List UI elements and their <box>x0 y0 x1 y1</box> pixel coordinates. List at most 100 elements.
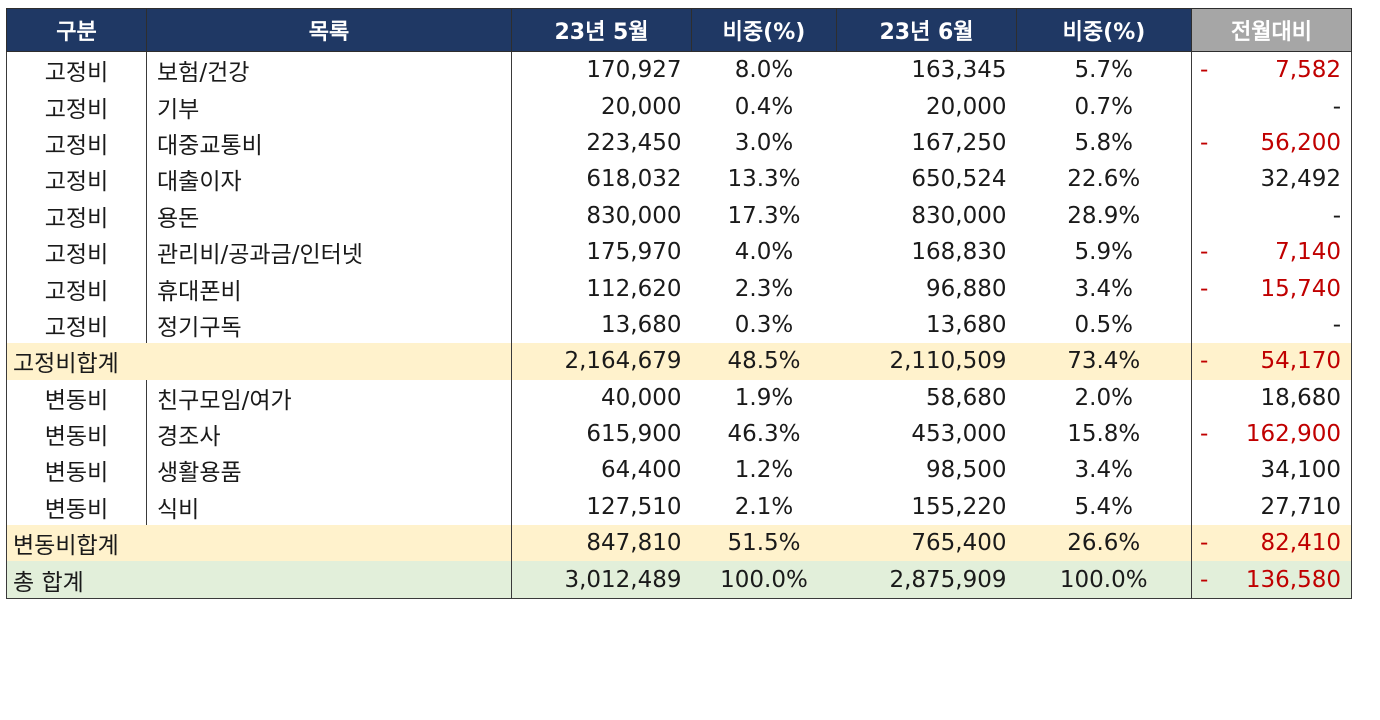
may-share-cell[interactable]: 0.3% <box>734 311 794 338</box>
may-share-cell[interactable]: 1.2% <box>734 457 794 484</box>
jun-share-cell[interactable]: 28.9% <box>1067 202 1141 229</box>
may-amount-cell[interactable]: 127,510 <box>511 488 692 526</box>
category-cell[interactable]: 고정비 <box>6 270 147 307</box>
header-item[interactable]: 목록 <box>146 8 512 52</box>
total-item-cell[interactable] <box>146 343 512 380</box>
diff-cell[interactable]: - <box>1191 197 1352 234</box>
jun-share-cell[interactable]: 100.0% <box>1016 561 1192 599</box>
diff-cell[interactable]: - 82,410 <box>1191 525 1352 562</box>
may-share-cell[interactable]: 51.5% <box>691 525 837 562</box>
may-amount-cell[interactable]: 13,680 <box>511 306 692 344</box>
jun-share-cell[interactable]: 0.5% <box>1074 311 1133 338</box>
may-amount-cell[interactable]: 40,000 <box>511 379 692 416</box>
diff-cell[interactable]: 27,710 <box>1191 488 1352 526</box>
category-cell[interactable]: 고정비 <box>6 161 147 198</box>
may-share-cell[interactable]: 13.3% <box>727 166 801 193</box>
category-cell[interactable]: 변동비 <box>6 488 147 526</box>
jun-share-cell[interactable]: 3.4% <box>1074 275 1133 302</box>
header-jun[interactable]: 23년 6월 <box>836 8 1017 52</box>
item-cell[interactable]: 생활용품 <box>146 452 512 489</box>
may-share-cell[interactable]: 3.0% <box>734 129 794 156</box>
diff-cell[interactable]: - 56,200 <box>1191 124 1352 162</box>
may-amount-cell[interactable]: 3,012,489 <box>511 561 692 599</box>
may-share-cell[interactable]: 100.0% <box>691 561 837 599</box>
diff-cell[interactable]: - 7,140 <box>1191 233 1352 271</box>
diff-cell[interactable]: - 54,170 <box>1191 343 1352 380</box>
may-amount-cell[interactable]: 112,620 <box>511 270 692 307</box>
may-share-cell[interactable]: 2.3% <box>734 275 794 302</box>
item-cell[interactable]: 친구모임/여가 <box>146 379 512 416</box>
item-cell[interactable]: 경조사 <box>146 415 512 453</box>
jun-amount-cell[interactable]: 155,220 <box>911 493 1007 520</box>
jun-amount-cell[interactable]: 650,524 <box>911 166 1007 193</box>
jun-share-cell[interactable]: 0.7% <box>1074 93 1133 120</box>
diff-cell[interactable]: - 7,582 <box>1191 51 1352 89</box>
jun-amount-cell[interactable]: 167,250 <box>911 129 1007 156</box>
may-share-cell[interactable]: 1.9% <box>734 384 794 411</box>
jun-amount-cell[interactable]: 98,500 <box>926 457 1007 484</box>
may-amount-cell[interactable]: 830,000 <box>511 197 692 234</box>
diff-cell[interactable]: 18,680 <box>1191 379 1352 416</box>
jun-share-cell[interactable]: 2.0% <box>1074 384 1133 411</box>
may-share-cell[interactable]: 17.3% <box>727 202 801 229</box>
may-share-cell[interactable]: 4.0% <box>734 239 794 266</box>
item-cell[interactable]: 보험/건강 <box>146 51 512 89</box>
jun-amount-cell[interactable]: 2,110,509 <box>836 343 1017 380</box>
diff-cell[interactable]: - <box>1191 88 1352 125</box>
category-cell[interactable]: 변동비 <box>6 379 147 416</box>
item-cell[interactable]: 용돈 <box>146 197 512 234</box>
header-may[interactable]: 23년 5월 <box>511 8 692 52</box>
diff-cell[interactable]: - <box>1191 306 1352 344</box>
jun-share-cell[interactable]: 22.6% <box>1067 166 1141 193</box>
jun-amount-cell[interactable]: 453,000 <box>911 421 1007 448</box>
jun-amount-cell[interactable]: 96,880 <box>926 275 1007 302</box>
may-amount-cell[interactable]: 615,900 <box>511 415 692 453</box>
may-amount-cell[interactable]: 175,970 <box>511 233 692 271</box>
item-cell[interactable]: 대출이자 <box>146 161 512 198</box>
diff-cell[interactable]: 32,492 <box>1191 161 1352 198</box>
may-amount-cell[interactable]: 20,000 <box>511 88 692 125</box>
jun-amount-cell[interactable]: 168,830 <box>911 239 1007 266</box>
jun-amount-cell[interactable]: 13,680 <box>926 311 1007 338</box>
may-amount-cell[interactable]: 847,810 <box>511 525 692 562</box>
diff-cell[interactable]: - 162,900 <box>1191 415 1352 453</box>
may-share-cell[interactable]: 0.4% <box>734 93 794 120</box>
header-diff[interactable]: 전월대비 <box>1191 8 1352 52</box>
jun-amount-cell[interactable]: 163,345 <box>911 57 1007 84</box>
category-cell[interactable]: 변동비 <box>6 452 147 489</box>
jun-share-cell[interactable]: 5.4% <box>1074 493 1133 520</box>
may-amount-cell[interactable]: 64,400 <box>511 452 692 489</box>
item-cell[interactable]: 휴대폰비 <box>146 270 512 307</box>
may-share-cell[interactable]: 48.5% <box>691 343 837 380</box>
may-amount-cell[interactable]: 2,164,679 <box>511 343 692 380</box>
jun-share-cell[interactable]: 15.8% <box>1067 421 1141 448</box>
total-label-cell[interactable]: 고정비합계 <box>6 343 147 380</box>
category-cell[interactable]: 고정비 <box>6 124 147 162</box>
total-item-cell[interactable] <box>146 561 512 599</box>
may-amount-cell[interactable]: 618,032 <box>511 161 692 198</box>
header-may-pct[interactable]: 비중(%) <box>691 8 837 52</box>
category-cell[interactable]: 고정비 <box>6 306 147 344</box>
jun-share-cell[interactable]: 26.6% <box>1016 525 1192 562</box>
jun-share-cell[interactable]: 5.7% <box>1074 57 1133 84</box>
jun-amount-cell[interactable]: 2,875,909 <box>836 561 1017 599</box>
total-label-cell[interactable]: 총 합계 <box>6 561 147 599</box>
item-cell[interactable]: 기부 <box>146 88 512 125</box>
may-amount-cell[interactable]: 170,927 <box>511 51 692 89</box>
jun-amount-cell[interactable]: 58,680 <box>926 384 1007 411</box>
category-cell[interactable]: 고정비 <box>6 197 147 234</box>
jun-share-cell[interactable]: 3.4% <box>1074 457 1133 484</box>
jun-amount-cell[interactable]: 765,400 <box>836 525 1017 562</box>
header-category[interactable]: 구분 <box>6 8 147 52</box>
item-cell[interactable]: 대중교통비 <box>146 124 512 162</box>
category-cell[interactable]: 고정비 <box>6 233 147 271</box>
category-cell[interactable]: 고정비 <box>6 88 147 125</box>
diff-cell[interactable]: - 136,580 <box>1191 561 1352 599</box>
total-item-cell[interactable] <box>146 525 512 562</box>
may-amount-cell[interactable]: 223,450 <box>511 124 692 162</box>
category-cell[interactable]: 변동비 <box>6 415 147 453</box>
item-cell[interactable]: 정기구독 <box>146 306 512 344</box>
jun-share-cell[interactable]: 5.9% <box>1074 239 1133 266</box>
diff-cell[interactable]: 34,100 <box>1191 452 1352 489</box>
jun-amount-cell[interactable]: 20,000 <box>926 93 1007 120</box>
